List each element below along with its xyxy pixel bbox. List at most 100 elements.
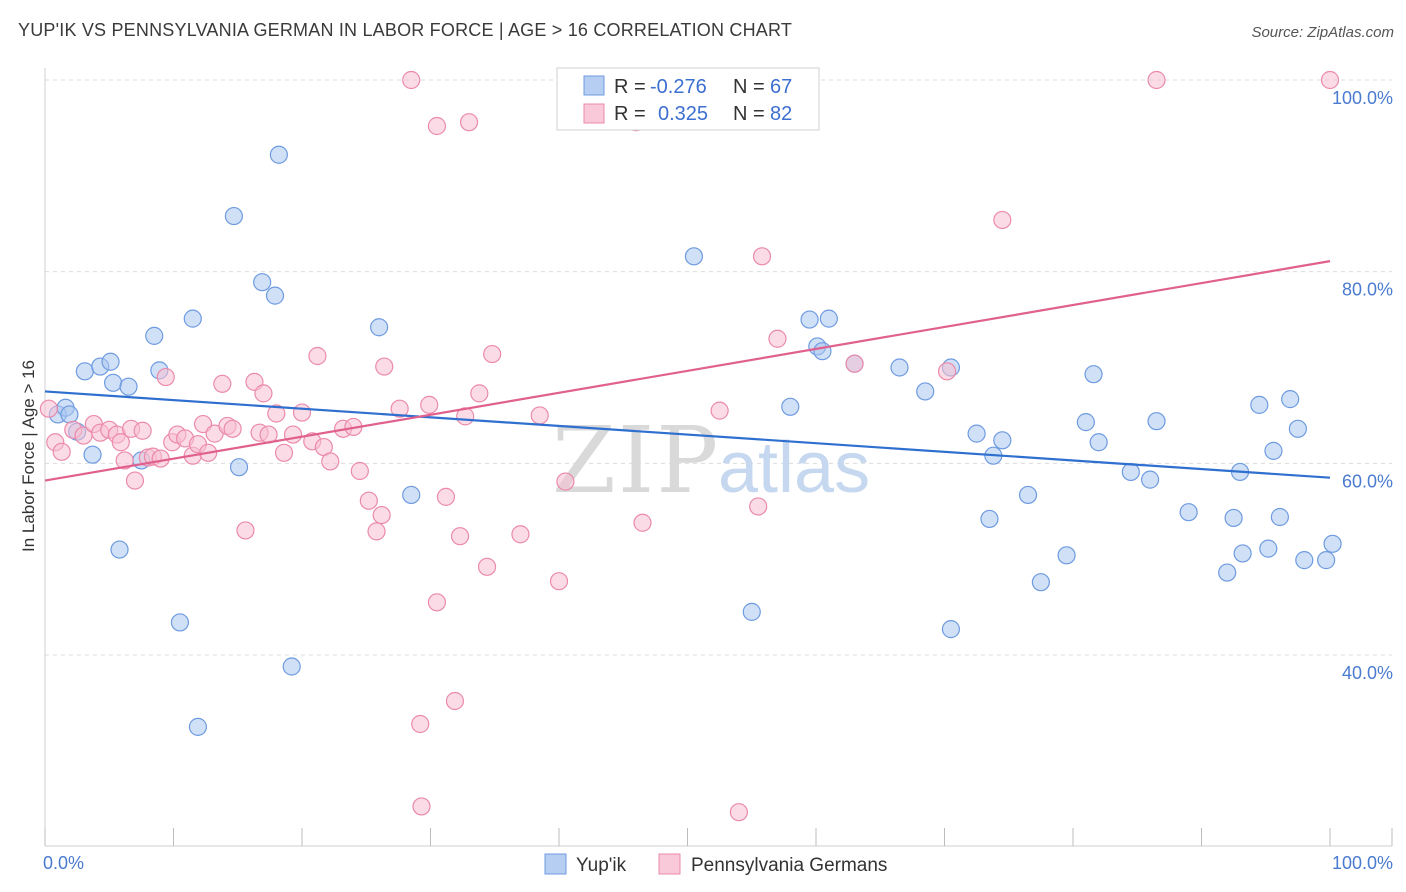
point-pennsylvania-germans <box>283 425 303 444</box>
point-pennsylvania-germans <box>411 714 430 734</box>
point-pennsylvania-germans <box>151 449 170 468</box>
legend-box: R = -0.276 N = 67 R = 0.325 N = 82 <box>556 67 820 131</box>
point-pennsylvania-germans <box>39 399 58 418</box>
legend-r-value-pennsylvania-germans: 0.325 <box>658 103 708 125</box>
legend-r-label-pennsylvania-germans: R = <box>614 103 646 125</box>
point-yupik <box>980 509 999 529</box>
point-pennsylvania-germans <box>450 527 470 546</box>
point-yupik <box>1179 503 1198 522</box>
legend-swatch-yupik <box>583 75 605 96</box>
point-yupik <box>1076 413 1095 432</box>
point-yupik <box>170 613 190 632</box>
point-pennsylvania-germans <box>52 442 71 461</box>
point-yupik <box>282 657 301 676</box>
bottom-legend-label-pennsylvania-germans: Pennsylvania Germans <box>691 855 887 876</box>
point-pennsylvania-germans <box>768 329 787 348</box>
point-pennsylvania-germans <box>254 384 273 403</box>
point-yupik <box>1140 470 1160 489</box>
point-yupik <box>1264 441 1283 460</box>
axes <box>44 68 1393 847</box>
point-yupik <box>993 431 1012 450</box>
trend-line-yupik <box>44 390 1331 479</box>
watermark: ZIP atlas <box>552 407 870 514</box>
trend-line-pennsylvania-germans <box>44 260 1331 482</box>
point-pennsylvania-germans <box>412 797 431 816</box>
point-yupik <box>916 382 935 401</box>
point-pennsylvania-germans <box>1320 70 1340 90</box>
legend-n-value-pennsylvania-germans: 82 <box>770 103 792 125</box>
point-yupik <box>229 458 249 477</box>
point-pennsylvania-germans <box>420 395 439 414</box>
bottom-legend-swatch-yupik <box>544 853 567 875</box>
point-yupik <box>402 485 421 505</box>
point-yupik <box>224 206 243 226</box>
point-pennsylvania-germans <box>511 525 530 544</box>
point-pennsylvania-germans <box>729 803 749 822</box>
point-yupik <box>1288 419 1307 438</box>
point-pennsylvania-germans <box>937 362 957 381</box>
point-pennsylvania-germans <box>359 491 378 510</box>
point-pennsylvania-germans <box>483 344 502 364</box>
point-pennsylvania-germans <box>749 497 768 516</box>
point-pennsylvania-germans <box>556 472 575 491</box>
point-yupik <box>370 318 389 337</box>
point-pennsylvania-germans <box>459 113 479 132</box>
point-pennsylvania-germans <box>274 443 294 462</box>
point-yupik <box>1250 395 1269 414</box>
watermark-zip: ZIP <box>552 407 720 514</box>
point-yupik <box>781 397 800 416</box>
point-yupik <box>60 405 79 424</box>
point-pennsylvania-germans <box>633 513 652 532</box>
point-pennsylvania-germans <box>993 210 1012 230</box>
point-yupik <box>742 602 761 621</box>
point-yupik <box>1317 551 1336 570</box>
bottom-legend: Yup'ik Pennsylvania Germans <box>544 853 887 876</box>
point-yupik <box>890 358 909 377</box>
point-pennsylvania-germans <box>236 521 255 540</box>
point-yupik <box>967 424 986 443</box>
legend-swatch-pennsylvania-germans <box>583 103 605 124</box>
point-yupik <box>1121 462 1140 482</box>
point-yupik <box>75 362 94 381</box>
point-pennsylvania-germans <box>292 403 312 422</box>
point-pennsylvania-germans <box>321 452 340 471</box>
point-pennsylvania-germans <box>375 357 394 376</box>
point-yupik <box>684 247 704 266</box>
point-yupik <box>1233 544 1252 563</box>
point-yupik <box>1270 507 1289 527</box>
point-yupik <box>1018 485 1038 505</box>
point-yupik <box>265 286 285 305</box>
watermark-atlas: atlas <box>718 428 870 508</box>
trend-lines <box>44 260 1331 482</box>
point-pennsylvania-germans <box>402 70 421 90</box>
data-points <box>39 70 1342 822</box>
legend-n-label-yupik: N = <box>733 76 765 98</box>
y-tick-label: 40.0% <box>1342 663 1393 683</box>
point-yupik <box>188 717 208 736</box>
point-pennsylvania-germans <box>125 471 145 490</box>
point-pennsylvania-germans <box>350 461 369 481</box>
point-yupik <box>183 309 202 328</box>
point-yupik <box>104 373 123 392</box>
point-pennsylvania-germans <box>308 346 327 366</box>
legend-n-label-pennsylvania-germans: N = <box>733 103 765 125</box>
point-pennsylvania-germans <box>752 247 772 266</box>
point-pennsylvania-germans <box>445 691 465 711</box>
point-yupik <box>1147 412 1166 431</box>
point-yupik <box>110 540 129 559</box>
y-axis-label: In Labor Force | Age > 16 <box>19 360 38 552</box>
bottom-legend-swatch-pennsylvania-germans <box>658 853 681 875</box>
point-pennsylvania-germans <box>845 354 864 373</box>
point-pennsylvania-germans <box>223 419 242 438</box>
y-tick-label: 80.0% <box>1342 280 1393 300</box>
point-pennsylvania-germans <box>1147 70 1166 90</box>
point-yupik <box>1224 508 1243 528</box>
point-yupik <box>1218 563 1237 582</box>
legend-r-value-yupik: -0.276 <box>650 76 707 98</box>
point-pennsylvania-germans <box>427 593 447 612</box>
point-yupik <box>1031 573 1050 592</box>
point-pennsylvania-germans <box>267 404 286 423</box>
point-pennsylvania-germans <box>111 433 130 452</box>
point-yupik <box>813 342 832 361</box>
